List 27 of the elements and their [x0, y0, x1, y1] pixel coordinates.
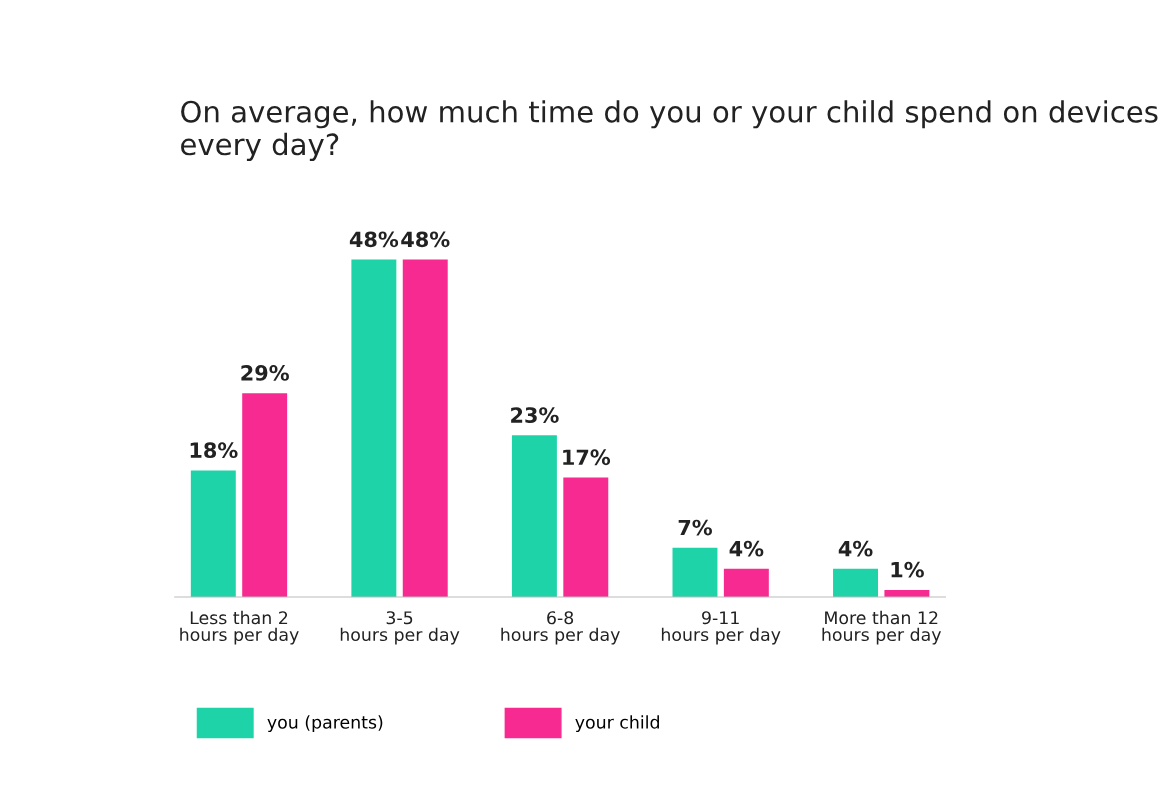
data-label: 4%: [729, 540, 764, 557]
x-tick-label: 9-11 hours per day: [661, 611, 781, 645]
data-label: 23%: [511, 407, 559, 423]
data-label: 48%: [349, 231, 399, 248]
bar: [351, 259, 397, 597]
data-label: 29%: [241, 365, 289, 381]
data-label: 4%: [838, 540, 873, 557]
x-tick-label: 3-5 hours per day: [340, 611, 460, 645]
bar: [833, 568, 879, 597]
bar: [723, 568, 769, 597]
legend-label: you (parents): [267, 715, 383, 733]
bar: [242, 393, 288, 597]
data-label: 48%: [401, 231, 450, 248]
data-label: 1%: [891, 561, 924, 578]
bar: [672, 547, 718, 597]
bar: [511, 435, 557, 597]
x-tick-label: 6-8 hours per day: [501, 611, 620, 645]
bar: [563, 477, 609, 597]
bar: [190, 470, 236, 597]
data-label: 18%: [190, 442, 238, 459]
data-label: 7%: [678, 519, 712, 536]
legend-label: your child: [575, 715, 659, 733]
chart-title: On average, how much time do you or your child spend on devices every day?: [181, 100, 1158, 162]
x-tick-label: Less than 2 hours per day: [180, 610, 299, 645]
data-label: 17%: [563, 449, 611, 466]
x-tick-label: More than 12 hours per day: [822, 610, 942, 645]
bar: [402, 259, 448, 597]
